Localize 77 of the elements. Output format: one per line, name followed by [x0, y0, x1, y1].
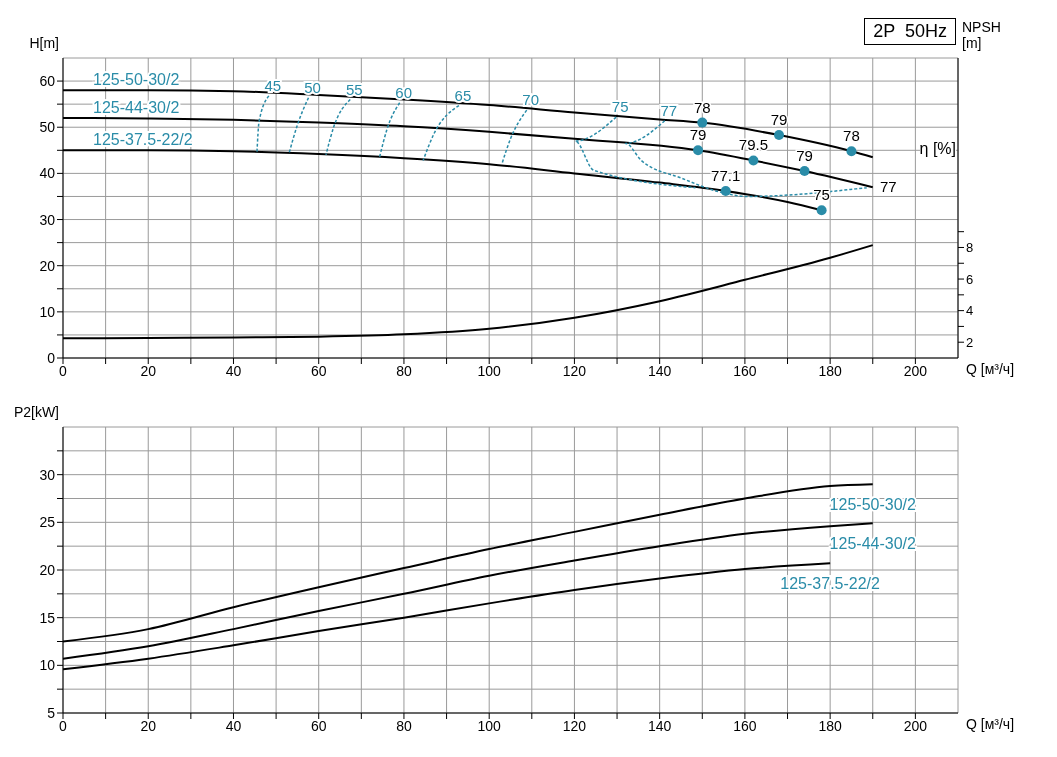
y-tick-label: 10 — [39, 303, 56, 320]
x-axis-title: Q [м³/ч] — [966, 360, 1015, 377]
annotation: η [%] — [919, 140, 956, 158]
y-tick-label: 50 — [39, 119, 56, 136]
y-tick-label: 40 — [39, 165, 56, 182]
x-tick-label: 0 — [59, 362, 68, 379]
y-tick-label: 60 — [39, 73, 56, 90]
x-tick-label: 80 — [396, 717, 412, 734]
series-label: 50 — [304, 78, 321, 96]
x-tick-label: 180 — [818, 362, 843, 379]
x-tick-label: 140 — [647, 717, 672, 734]
x-tick-label: 100 — [477, 362, 502, 379]
x-tick-label: 200 — [903, 362, 928, 379]
y-tick-label: 15 — [39, 609, 56, 626]
annotation: 79 — [689, 126, 707, 144]
x-tick-label: 200 — [903, 717, 928, 734]
point — [799, 166, 810, 177]
series-label: 125-37.5-22/2 — [780, 575, 881, 593]
x-tick-label: 20 — [140, 717, 157, 734]
annotation: 79 — [796, 147, 813, 165]
series-label: 125-44-30/2 — [829, 535, 916, 553]
x-tick-label: 120 — [562, 717, 587, 734]
y-tick-label: 5 — [47, 704, 56, 721]
y2-tick-label: 4 — [966, 303, 974, 319]
series-label: 125-50-30/2 — [93, 71, 180, 89]
x-tick-label: 0 — [59, 717, 68, 734]
point — [693, 145, 704, 156]
series-label: 70 — [522, 91, 540, 109]
y-tick-label: 20 — [39, 257, 56, 274]
x-tick-label: 120 — [562, 362, 587, 379]
y2-tick-label: 2 — [966, 334, 974, 350]
y2-tick-label: 6 — [966, 271, 974, 287]
series-label: 60 — [395, 83, 413, 101]
y-tick-label: 30 — [39, 466, 56, 483]
y-tick-label: 25 — [39, 514, 56, 531]
annotation: 78 — [693, 98, 711, 116]
annotation: 79.5 — [738, 136, 769, 154]
series-label: 55 — [345, 80, 363, 98]
x-axis-title: Q [м³/ч] — [966, 715, 1015, 732]
series-label: 65 — [454, 86, 472, 104]
point — [846, 146, 857, 157]
y-axis-title: P2[kW] — [13, 404, 59, 420]
annotation: 77 — [880, 178, 897, 195]
x-tick-label: 140 — [647, 362, 672, 379]
x-tick-label: 160 — [733, 717, 757, 734]
series-label: 125-50-30/2 — [829, 496, 916, 514]
x-tick-label: 80 — [396, 362, 412, 379]
point — [720, 185, 731, 196]
annotation: 77.1 — [711, 166, 741, 184]
y-tick-label: 0 — [47, 349, 56, 366]
x-tick-label: 60 — [310, 717, 327, 734]
annotation: 75 — [813, 186, 830, 204]
series-label: 77 — [660, 101, 678, 119]
y2-axis-title: NPSH [m] — [962, 19, 1001, 51]
series-label: 125-44-30/2 — [93, 99, 180, 116]
x-tick-label: 20 — [140, 362, 157, 379]
x-tick-label: 40 — [225, 362, 242, 379]
point — [816, 205, 827, 216]
y-tick-label: 30 — [39, 211, 56, 228]
x-tick-label: 60 — [310, 362, 327, 379]
annotation: 78 — [843, 127, 860, 145]
point — [697, 117, 708, 128]
text: 2P 50Hz — [864, 18, 956, 45]
x-tick-label: 180 — [818, 717, 843, 734]
series-label: 75 — [611, 98, 629, 116]
y2-tick-label: 8 — [966, 240, 974, 256]
annotation: 79 — [770, 111, 788, 129]
x-tick-label: 160 — [733, 362, 757, 379]
series-label: 45 — [264, 76, 282, 94]
series-label: 125-37.5-22/2 — [93, 131, 193, 149]
x-tick-label: 100 — [477, 717, 502, 734]
y-tick-label: 20 — [39, 561, 56, 578]
point — [774, 130, 784, 141]
y-tick-label: 10 — [39, 657, 56, 674]
point — [748, 155, 759, 166]
x-tick-label: 40 — [225, 717, 242, 734]
y-axis-title: H[m] — [29, 35, 59, 51]
